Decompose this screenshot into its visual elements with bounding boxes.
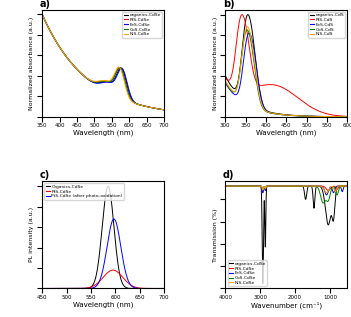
X-axis label: Wavelength (nm): Wavelength (nm) (73, 301, 133, 307)
X-axis label: Wavelength (nm): Wavelength (nm) (256, 129, 317, 136)
Y-axis label: Transmission (%): Transmission (%) (213, 208, 218, 262)
Y-axis label: PL intensity (a.u.): PL intensity (a.u.) (29, 207, 34, 262)
X-axis label: Wavelength (nm): Wavelength (nm) (73, 129, 133, 136)
Y-axis label: Normalized absorbance (a.u.): Normalized absorbance (a.u.) (29, 16, 34, 110)
Legend: organics-CdSe, PtS-CdSe, FeS-CdSe, CoS-CdSe, NiS-CdSe: organics-CdSe, PtS-CdSe, FeS-CdSe, CoS-C… (122, 12, 162, 38)
Legend: organics-CdS, PtS-CdS, FeS-CdS, CoS-CdS, NiS-CdS: organics-CdS, PtS-CdS, FeS-CdS, CoS-CdS,… (308, 12, 345, 38)
X-axis label: Wavenumber (cm⁻¹): Wavenumber (cm⁻¹) (251, 301, 322, 309)
Legend: organics-CdSe, PtS-CdSe, FeS-CdSe, CoS-CdSe, NiS-CdSe: organics-CdSe, PtS-CdSe, FeS-CdSe, CoS-C… (227, 260, 267, 286)
Text: c): c) (40, 171, 50, 180)
Text: d): d) (223, 171, 234, 180)
Text: a): a) (40, 0, 51, 9)
Legend: Organics-CdSe, PtS-CdSe, PtS-CdSe (after photo-oxidation): Organics-CdSe, PtS-CdSe, PtS-CdSe (after… (44, 184, 124, 200)
Y-axis label: Normalized absorbance (a.u.): Normalized absorbance (a.u.) (213, 16, 218, 110)
Text: b): b) (223, 0, 234, 9)
